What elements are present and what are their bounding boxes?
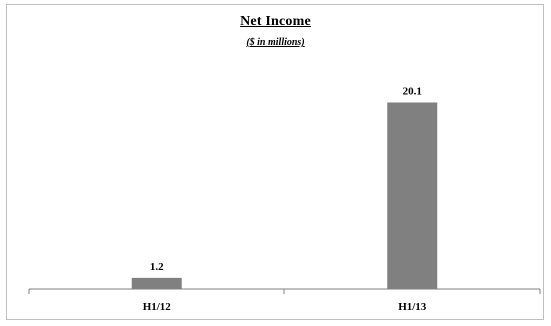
x-tick-label: H1/12 (143, 301, 172, 313)
data-label: 1.2 (150, 261, 164, 273)
data-label: 20.1 (403, 85, 422, 97)
chart-frame (6, 4, 544, 320)
x-tick-label: H1/13 (398, 301, 427, 313)
bar-h1-12 (131, 277, 182, 289)
bar-h1-13 (387, 102, 438, 289)
chart-subtitle: ($ in millions) (246, 37, 305, 48)
chart-title: Net Income (240, 14, 311, 29)
